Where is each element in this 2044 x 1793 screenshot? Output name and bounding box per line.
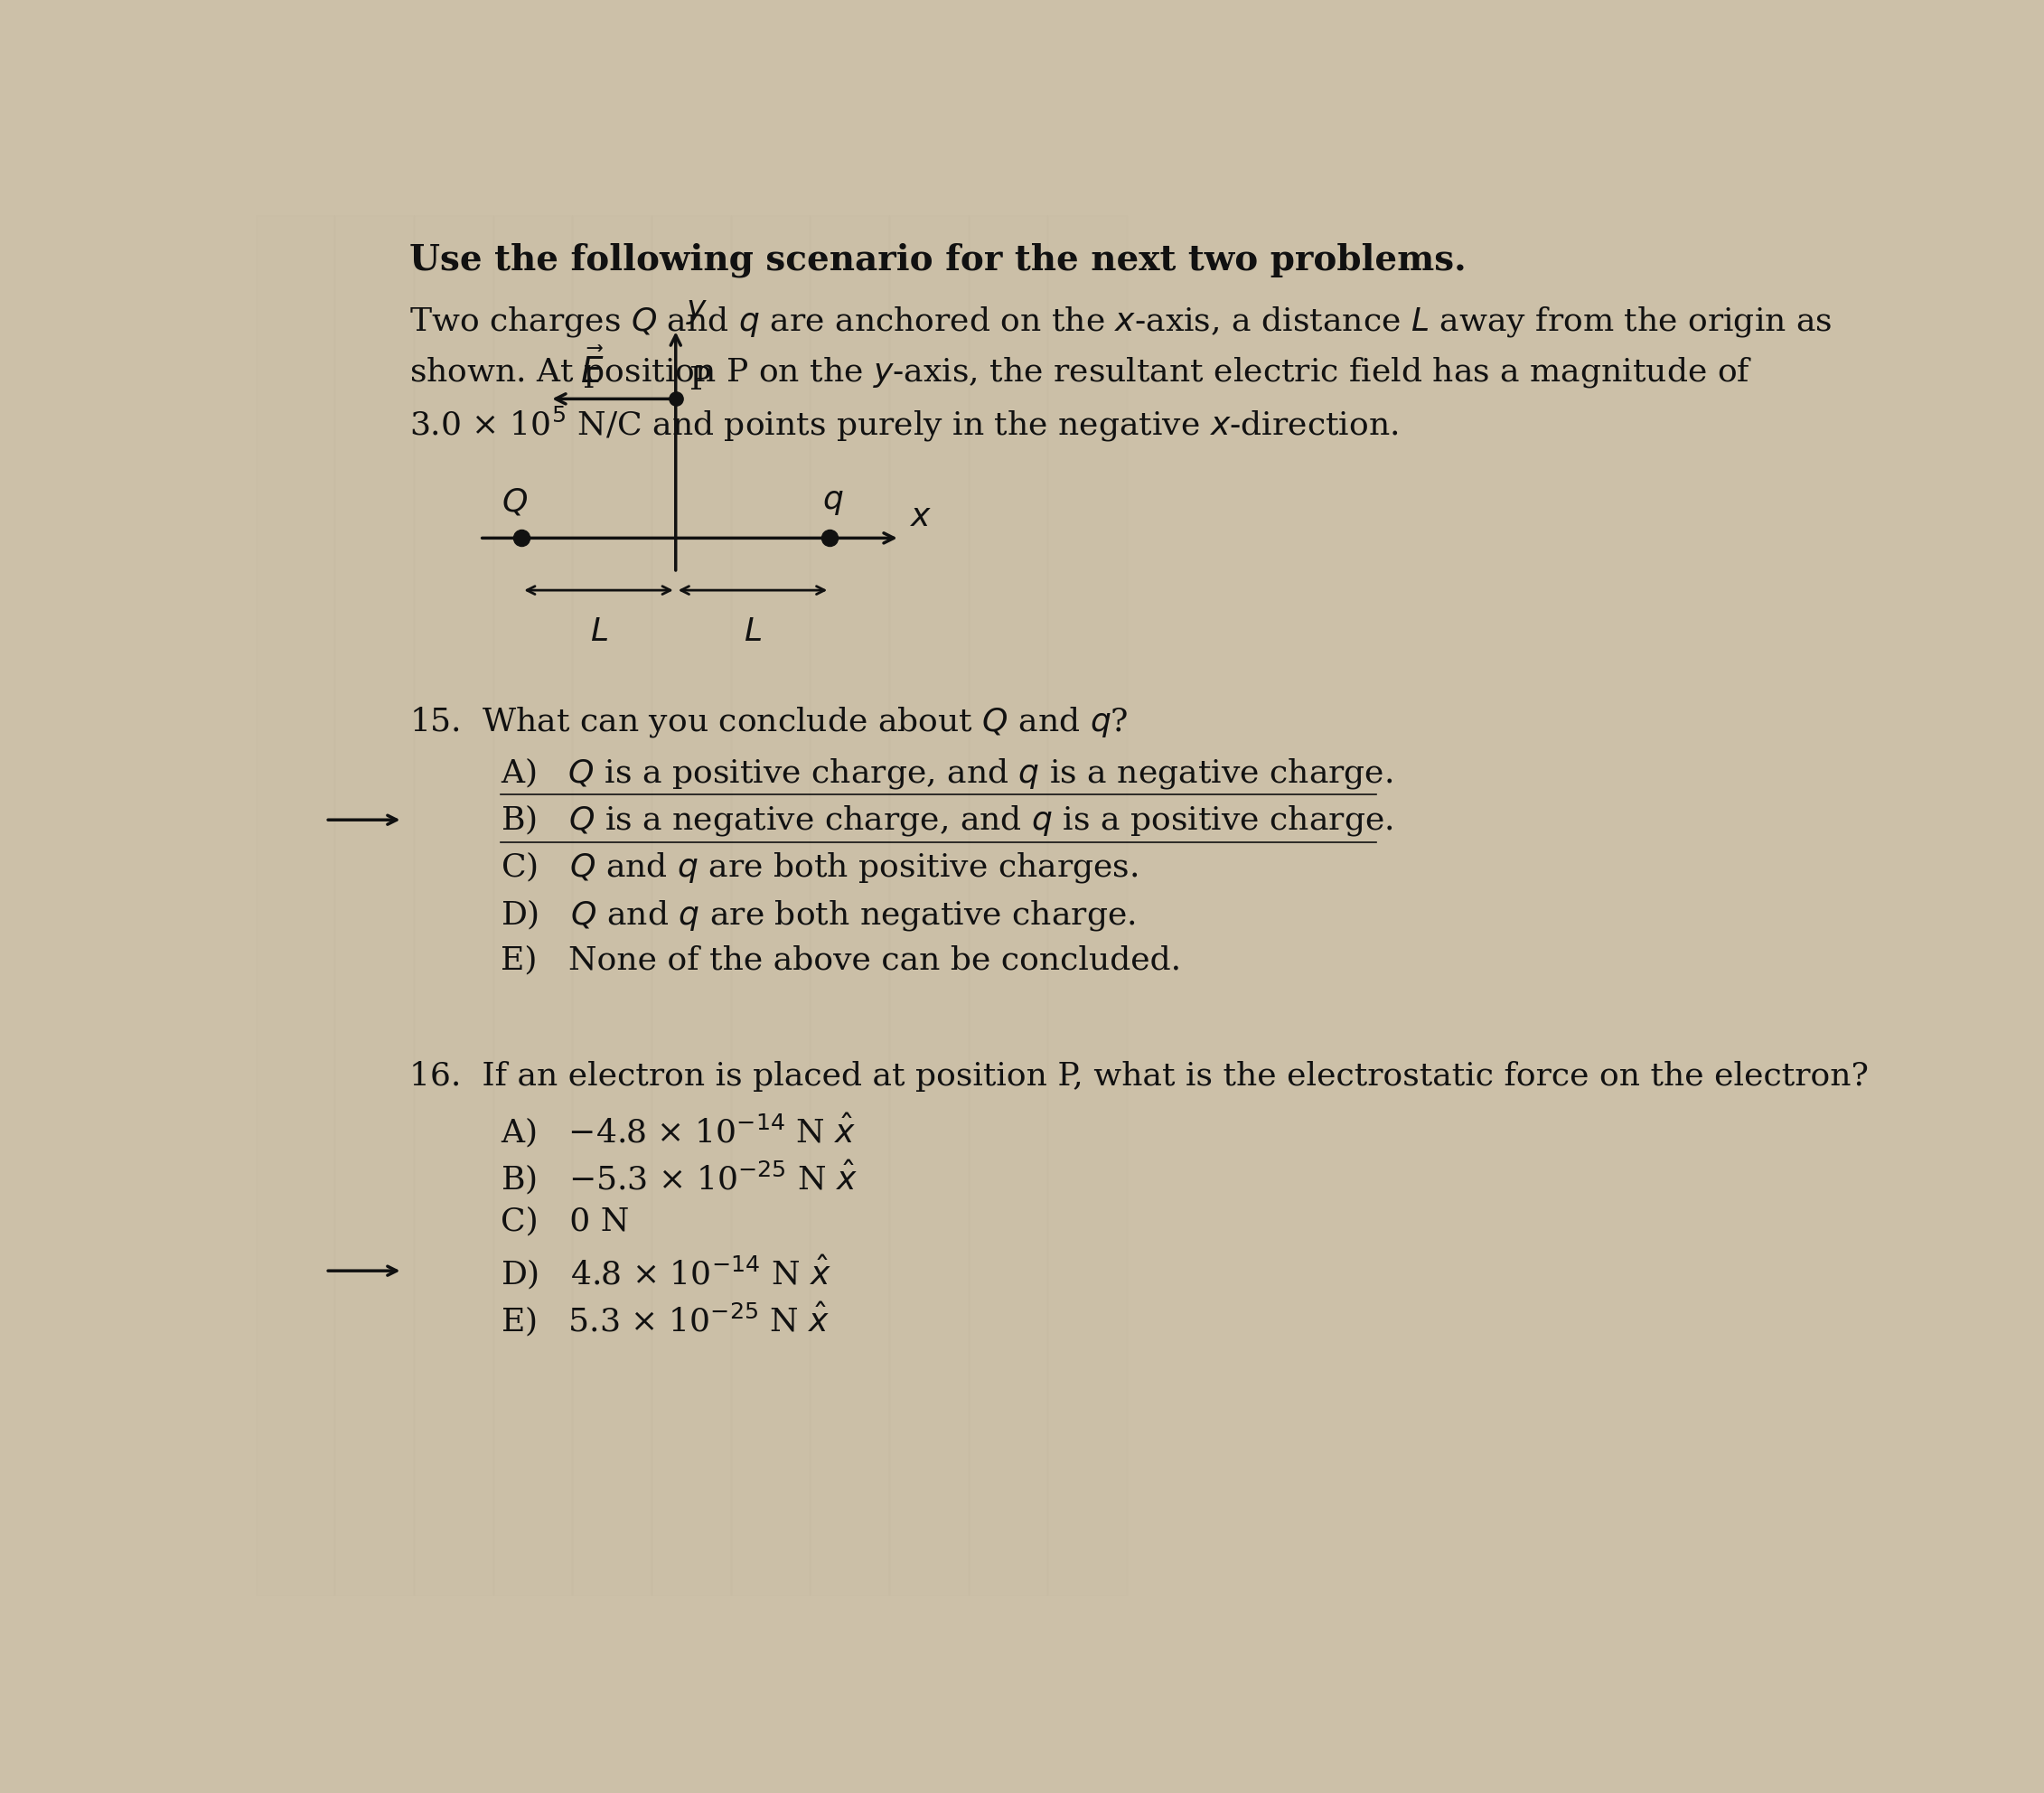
Text: C)   0 N: C) 0 N [501, 1207, 630, 1237]
Text: Two charges $Q$ and $q$ are anchored on the $x$-axis, a distance $L$ away from t: Two charges $Q$ and $q$ are anchored on … [409, 305, 1831, 339]
Text: Use the following scenario for the next two problems.: Use the following scenario for the next … [409, 242, 1466, 278]
Bar [1602, 215, 1680, 1596]
Bar [256, 215, 335, 1596]
Text: $L$: $L$ [744, 617, 762, 647]
Bar [1680, 215, 1760, 1596]
Bar [493, 215, 572, 1596]
Bar [732, 215, 809, 1596]
Text: C)   $Q$ and $q$ are both positive charges.: C) $Q$ and $q$ are both positive charges… [501, 850, 1139, 886]
Text: B)   $Q$ is a negative charge, and $q$ is a positive charge.: B) $Q$ is a negative charge, and $q$ is … [501, 803, 1394, 837]
Text: D)   $Q$ and $q$ are both negative charge.: D) $Q$ and $q$ are both negative charge. [501, 896, 1136, 932]
Bar [335, 215, 413, 1596]
Bar [1206, 215, 1286, 1596]
Text: 15.  What can you conclude about $Q$ and $q$?: 15. What can you conclude about $Q$ and … [409, 705, 1128, 739]
Bar [1443, 215, 1523, 1596]
Text: B)   −5.3 × 10$^{-25}$ N $\hat{x}$: B) −5.3 × 10$^{-25}$ N $\hat{x}$ [501, 1158, 858, 1196]
Text: D)   4.8 × 10$^{-14}$ N $\hat{x}$: D) 4.8 × 10$^{-14}$ N $\hat{x}$ [501, 1253, 832, 1291]
Bar [1047, 215, 1126, 1596]
Bar [1363, 215, 1443, 1596]
Text: 3.0 × 10$^5$ N/C and points purely in the negative $x$-direction.: 3.0 × 10$^5$ N/C and points purely in th… [409, 405, 1398, 445]
Bar [652, 215, 732, 1596]
Text: $Q$: $Q$ [501, 486, 527, 516]
Bar [809, 215, 889, 1596]
Text: $y$: $y$ [687, 296, 709, 326]
Text: E)   None of the above can be concluded.: E) None of the above can be concluded. [501, 945, 1181, 975]
Text: $x$: $x$ [910, 502, 932, 533]
Bar [1126, 215, 1206, 1596]
Text: 16.  If an electron is placed at position P, what is the electrostatic force on : 16. If an electron is placed at position… [409, 1061, 1868, 1092]
Bar [1760, 215, 1840, 1596]
Bar [1523, 215, 1602, 1596]
Text: E)   5.3 × 10$^{-25}$ N $\hat{x}$: E) 5.3 × 10$^{-25}$ N $\hat{x}$ [501, 1300, 830, 1339]
Text: shown. At position P on the $y$-axis, the resultant electric field has a magnitu: shown. At position P on the $y$-axis, th… [409, 355, 1754, 389]
Bar [413, 215, 493, 1596]
Text: A)   $Q$ is a positive charge, and $q$ is a negative charge.: A) $Q$ is a positive charge, and $q$ is … [501, 755, 1392, 791]
Text: P: P [689, 364, 711, 396]
Bar [1286, 215, 1363, 1596]
Text: $L$: $L$ [589, 617, 607, 647]
Bar [889, 215, 969, 1596]
Text: $\vec{E}$: $\vec{E}$ [580, 350, 603, 391]
Bar [969, 215, 1047, 1596]
Text: $q$: $q$ [822, 486, 844, 516]
Text: A)   −4.8 × 10$^{-14}$ N $\hat{x}$: A) −4.8 × 10$^{-14}$ N $\hat{x}$ [501, 1112, 856, 1149]
Bar [572, 215, 652, 1596]
